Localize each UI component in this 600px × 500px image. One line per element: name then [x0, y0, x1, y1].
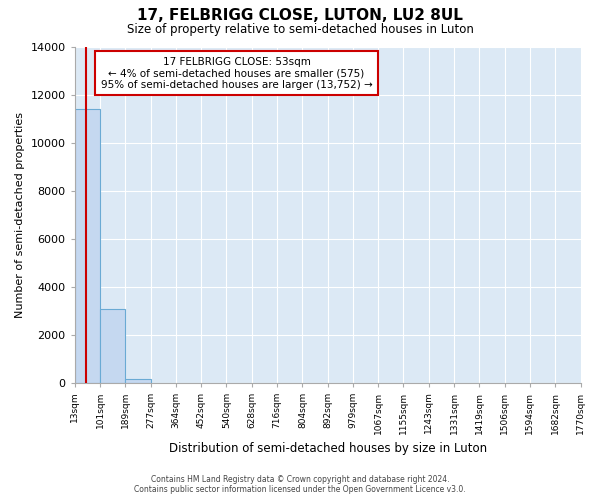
- X-axis label: Distribution of semi-detached houses by size in Luton: Distribution of semi-detached houses by …: [169, 442, 487, 455]
- Text: 17, FELBRIGG CLOSE, LUTON, LU2 8UL: 17, FELBRIGG CLOSE, LUTON, LU2 8UL: [137, 8, 463, 22]
- Bar: [125, 379, 151, 382]
- Y-axis label: Number of semi-detached properties: Number of semi-detached properties: [15, 112, 25, 318]
- Bar: [75, 109, 100, 382]
- Text: Size of property relative to semi-detached houses in Luton: Size of property relative to semi-detach…: [127, 22, 473, 36]
- Text: 17 FELBRIGG CLOSE: 53sqm
← 4% of semi-detached houses are smaller (575)
95% of s: 17 FELBRIGG CLOSE: 53sqm ← 4% of semi-de…: [101, 56, 373, 90]
- Text: Contains HM Land Registry data © Crown copyright and database right 2024.
Contai: Contains HM Land Registry data © Crown c…: [134, 474, 466, 494]
- Bar: [100, 310, 125, 382]
